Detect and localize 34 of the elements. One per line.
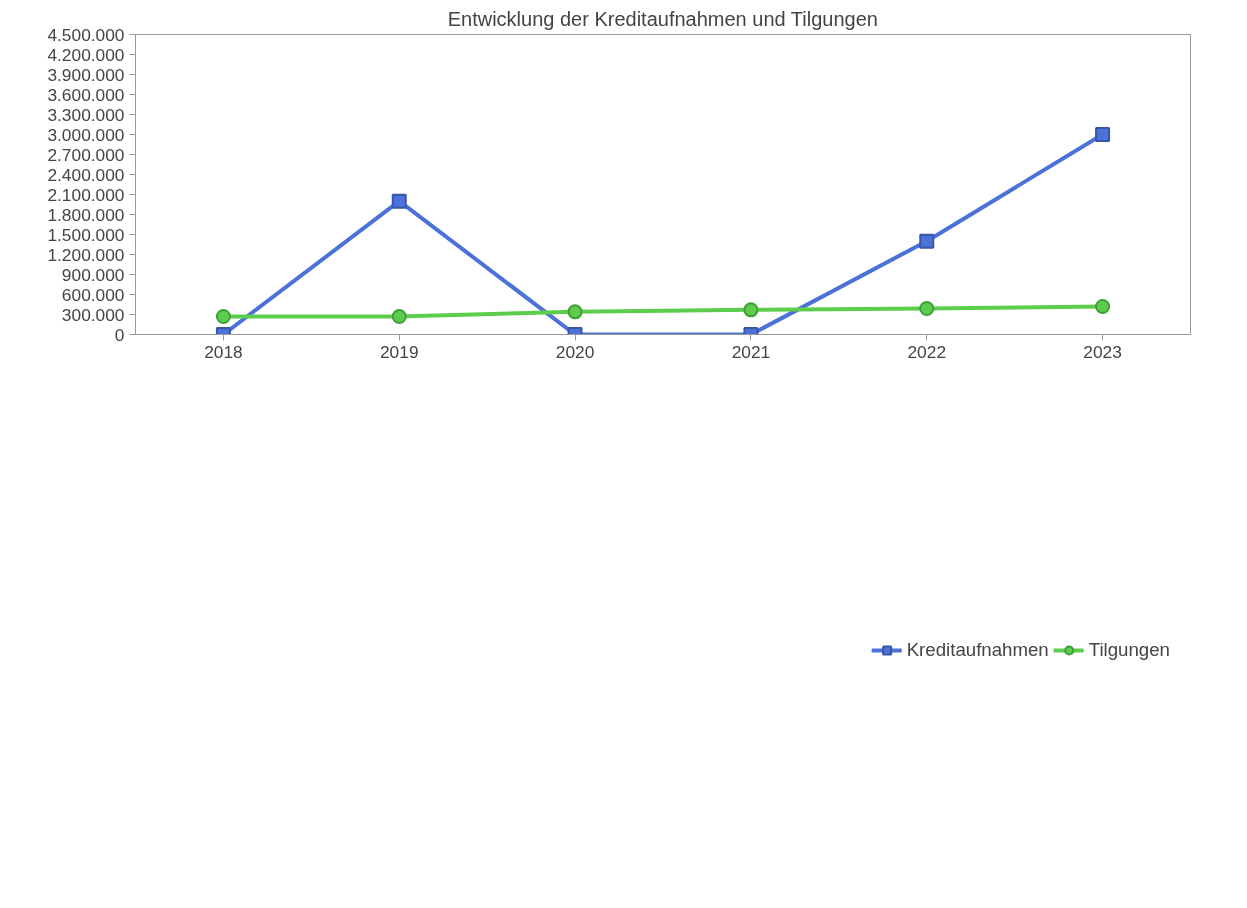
y-tick-label: 3.600.000 — [47, 84, 125, 105]
y-tick-label: 2.400.000 — [47, 164, 125, 185]
point — [919, 233, 935, 249]
point — [391, 193, 407, 209]
point — [1095, 299, 1111, 314]
x-tick-label: 2019 — [379, 341, 419, 362]
y-tick-label: 300.000 — [61, 304, 125, 325]
y-tick-label: 1.200.000 — [47, 244, 125, 265]
y-tick-label: 3.900.000 — [47, 64, 125, 85]
x-tick-label: 2023 — [1083, 341, 1122, 362]
y-tick-label: 1.800.000 — [47, 204, 125, 225]
y-tick-label: 2.700.000 — [47, 144, 125, 165]
x-tick-label: 2020 — [555, 341, 595, 362]
y-tick-label: 600.000 — [61, 284, 125, 305]
point — [743, 302, 759, 318]
y-tick-label: 0 — [114, 324, 125, 345]
legend-label: Tilgungen — [1088, 639, 1170, 661]
x-tick-label: 2021 — [731, 341, 771, 362]
y-tick-label: 900.000 — [61, 264, 125, 285]
y-tick-label: 3.000.000 — [47, 124, 125, 145]
chart-title: Entwicklung der Kreditaufnahmen und Tilgungen — [447, 7, 878, 30]
point — [215, 309, 231, 324]
x-tick-label: 2022 — [907, 341, 947, 362]
y-tick-label: 4.500.000 — [47, 24, 125, 45]
x-tick-label: 2018 — [204, 341, 243, 362]
point — [1095, 127, 1111, 142]
y-tick-label: 1.500.000 — [47, 224, 125, 245]
point — [391, 309, 407, 324]
point — [919, 301, 935, 316]
point — [567, 304, 583, 320]
y-tick-label: 3.300.000 — [47, 104, 125, 125]
legend-label: Kreditaufnahmen — [906, 639, 1049, 661]
y-tick-label: 4.200.000 — [47, 44, 125, 65]
y-tick-label: 2.100.000 — [47, 184, 125, 205]
